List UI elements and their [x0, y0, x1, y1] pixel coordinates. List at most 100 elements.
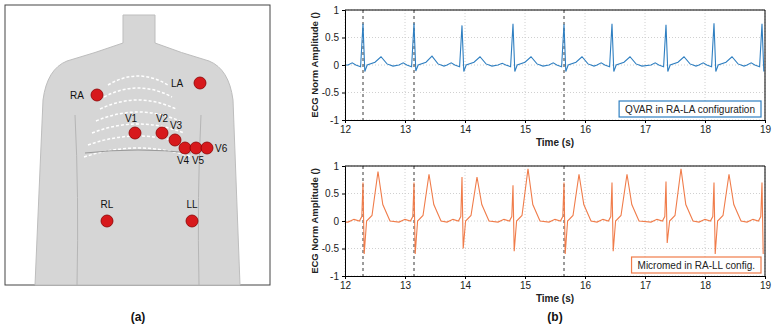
tick-label: 16 — [580, 124, 592, 135]
tick: 15 — [520, 276, 532, 291]
tick: 14 — [460, 120, 472, 135]
tick-mark — [525, 276, 526, 279]
electrode — [91, 89, 103, 101]
tick-label: 12 — [340, 280, 352, 291]
tick: -1 — [330, 271, 345, 282]
tick: 13 — [400, 276, 412, 291]
tick-label: 17 — [640, 280, 652, 291]
tick-mark — [465, 276, 466, 279]
electrode-label: LL — [186, 199, 198, 210]
grid-line — [345, 10, 765, 11]
tick-mark — [645, 120, 646, 123]
electrode — [129, 127, 141, 139]
tick-mark — [342, 276, 345, 277]
tick-label: 13 — [400, 124, 412, 135]
tick-label: -0.5 — [322, 87, 340, 98]
axis-line — [342, 11, 346, 121]
electrode — [169, 134, 181, 146]
frame-line — [345, 166, 765, 167]
plot-background — [345, 10, 765, 120]
tick-mark — [342, 120, 345, 121]
series-line — [345, 169, 763, 254]
tick-label: 18 — [700, 124, 712, 135]
torso — [35, 15, 240, 285]
legend-entry: Micromed in RA-LL config. — [638, 260, 755, 271]
electrode — [179, 142, 191, 154]
tick-label: 15 — [520, 124, 532, 135]
tick-label: 1 — [333, 5, 339, 16]
tick: 12 — [340, 120, 352, 135]
tick-mark — [342, 93, 345, 94]
electrode-label: V5 — [192, 155, 205, 166]
tick: 19 — [760, 120, 772, 135]
tick: 1 — [333, 161, 345, 172]
axis-line — [346, 277, 766, 280]
rib — [108, 76, 168, 85]
tick-mark — [342, 194, 345, 195]
tick-label: 0 — [333, 60, 339, 71]
tick-label: 14 — [460, 280, 472, 291]
electrode-label: V6 — [215, 143, 228, 154]
electrode-label: V3 — [170, 120, 183, 131]
tick-label: 17 — [640, 124, 652, 135]
tick-label: 18 — [700, 280, 712, 291]
legend-box — [632, 257, 761, 273]
tick: 14 — [460, 276, 472, 291]
tick-label: -1 — [330, 115, 339, 126]
tick-mark — [765, 120, 766, 123]
rib — [100, 100, 176, 109]
electrode-label: V1 — [125, 113, 138, 124]
electrode-label: RA — [70, 90, 84, 101]
tick: 17 — [640, 120, 652, 135]
tick-mark — [585, 120, 586, 123]
figure: RALAV1V2V3V4V5V6RLLL(a)1213141516171819-… — [0, 0, 776, 328]
x-axis-title: Time (s) — [536, 293, 574, 304]
tick-label: -1 — [330, 271, 339, 282]
legend-box — [619, 101, 761, 117]
tick-label: 19 — [760, 280, 772, 291]
tick-label: 0 — [333, 216, 339, 227]
tick: 18 — [700, 276, 712, 291]
tick-label: 15 — [520, 280, 532, 291]
grid-line — [345, 248, 765, 249]
tick-label: 14 — [460, 124, 472, 135]
tick: -0.5 — [322, 243, 345, 254]
grid — [345, 166, 765, 276]
tick: 0.5 — [325, 188, 345, 199]
ribs — [84, 76, 192, 157]
chart: 12 13 14 15 16 17 18 19 -1 -0.5 0 0.5 1 Time (s) ECG N… — [309, 161, 771, 304]
tick-label: 0.5 — [325, 32, 339, 43]
y-axis: -1 -0.5 0 0.5 1 — [322, 161, 346, 282]
series-line — [345, 23, 764, 71]
tick-label: 16 — [580, 280, 592, 291]
electrode — [194, 77, 206, 89]
arm-line — [198, 115, 201, 285]
tick-mark — [342, 65, 345, 66]
x-axis: 12 13 14 15 16 17 18 19 — [340, 120, 772, 135]
plot-area — [345, 166, 763, 276]
electrode — [190, 142, 202, 154]
tick-mark — [342, 249, 345, 250]
grid-line — [765, 166, 766, 276]
x-axis-title: Time (s) — [536, 137, 574, 148]
tick-label: 0.5 — [325, 188, 339, 199]
tick: 0 — [333, 60, 345, 71]
electrode-label: RL — [101, 199, 114, 210]
grid-line — [765, 10, 766, 120]
tick-mark — [705, 276, 706, 279]
electrode — [156, 127, 168, 139]
diagram: RALAV1V2V3V4V5V6RLLL — [5, 5, 270, 285]
grid-line — [345, 92, 765, 93]
tick: 15 — [520, 120, 532, 135]
rib — [84, 148, 192, 157]
tick: 18 — [700, 120, 712, 135]
frame-line — [765, 166, 766, 276]
y-axis-title: ECG Norm Amplitude () — [309, 12, 320, 118]
electrode — [201, 142, 213, 154]
arm-line — [75, 115, 78, 285]
y-axis-title: ECG Norm Amplitude () — [309, 168, 320, 274]
tick: 16 — [580, 120, 592, 135]
tick: 0 — [333, 216, 345, 227]
tick-label: 19 — [760, 124, 772, 135]
tick-label: 13 — [400, 280, 412, 291]
